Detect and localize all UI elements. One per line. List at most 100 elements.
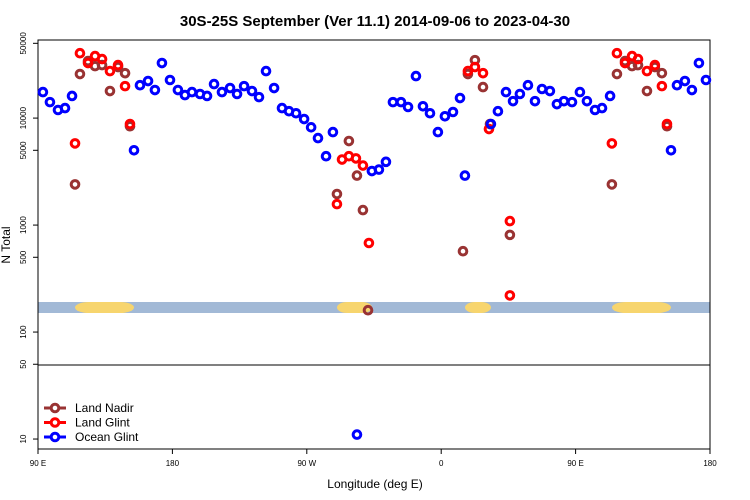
point: [402, 101, 414, 113]
y-tick-label: 50: [19, 359, 28, 368]
legend-marker: [49, 417, 61, 428]
point: [581, 95, 593, 107]
point: [246, 85, 258, 97]
point: [459, 170, 471, 181]
surface-band: [38, 302, 710, 313]
legend-label: Land Glint: [75, 416, 130, 430]
plot-frame: [37, 39, 711, 450]
land-band: [465, 302, 491, 313]
point: [82, 57, 94, 69]
point: [351, 429, 363, 440]
land-band: [75, 302, 134, 313]
point: [149, 84, 161, 96]
legend-marker: [49, 402, 61, 414]
point: [134, 79, 146, 91]
point: [507, 95, 519, 107]
x-tick-label: 180: [166, 459, 180, 468]
point: [686, 84, 698, 96]
x-tick-label: 90 E: [567, 459, 583, 468]
point: [104, 65, 116, 77]
point: [574, 86, 586, 98]
point: [363, 237, 375, 249]
point: [671, 79, 683, 91]
point: [596, 102, 608, 114]
point: [260, 65, 272, 77]
point: [619, 57, 631, 69]
point: [142, 75, 154, 87]
point: [44, 96, 56, 108]
point: [611, 68, 623, 80]
point: [69, 138, 81, 149]
point: [632, 59, 644, 71]
point: [439, 110, 451, 122]
point: [679, 75, 691, 87]
point: [69, 179, 81, 190]
point: [606, 179, 618, 190]
point: [112, 59, 124, 71]
point: [253, 91, 265, 103]
point: [700, 74, 712, 86]
ocean-band: [38, 302, 710, 313]
point: [632, 53, 644, 65]
x-tick-label: 180: [703, 459, 717, 468]
point: [104, 85, 116, 97]
point: [66, 90, 78, 102]
point: [693, 57, 705, 69]
point: [231, 88, 243, 100]
point: [514, 88, 526, 100]
point: [96, 59, 108, 71]
point: [268, 82, 280, 94]
y-tick-label: 100: [19, 325, 28, 339]
point: [312, 132, 324, 144]
point: [432, 126, 444, 138]
y-tick-label: 10: [19, 434, 28, 443]
point: [59, 102, 71, 114]
point: [395, 96, 407, 108]
point: [305, 122, 317, 133]
y-axis-label: N Total: [0, 226, 13, 263]
point: [119, 67, 131, 79]
point: [504, 229, 516, 241]
point: [410, 70, 422, 82]
point: [362, 304, 374, 316]
y-tick-label: 500: [19, 250, 28, 264]
point: [351, 170, 363, 181]
point: [500, 86, 512, 98]
x-tick-label: 90 E: [30, 459, 46, 468]
point: [485, 118, 497, 130]
point: [504, 290, 516, 301]
point: [298, 113, 310, 125]
point: [74, 47, 86, 59]
point: [504, 215, 516, 227]
point: [454, 92, 466, 104]
point: [357, 160, 369, 171]
point: [96, 53, 108, 65]
point: [641, 65, 653, 77]
legend-marker: [49, 431, 61, 443]
point: [529, 95, 541, 107]
x-tick-label: 0: [439, 459, 444, 468]
point: [544, 85, 556, 97]
point: [37, 86, 49, 98]
point: [665, 144, 677, 156]
point: [641, 85, 653, 97]
point: [447, 106, 459, 118]
point: [156, 57, 168, 69]
point: [164, 74, 176, 86]
point: [238, 80, 250, 92]
point: [74, 68, 86, 80]
y-tick-label: 50000: [19, 32, 28, 55]
point: [320, 150, 332, 162]
point: [604, 90, 616, 102]
point: [457, 245, 469, 257]
point: [124, 118, 136, 130]
point: [201, 90, 213, 102]
point: [661, 118, 673, 130]
point: [327, 126, 339, 138]
point: [119, 80, 131, 92]
point: [331, 198, 343, 210]
point: [357, 204, 369, 216]
land-band: [612, 302, 671, 313]
